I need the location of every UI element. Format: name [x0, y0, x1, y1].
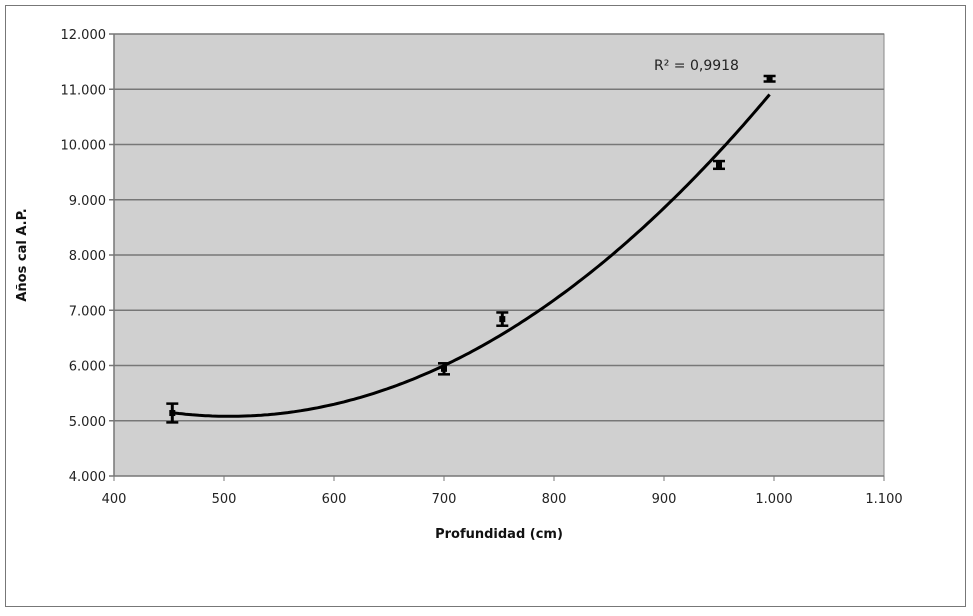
y-tick-label: 7.000 — [69, 304, 106, 319]
y-tick-label: 11.000 — [61, 83, 107, 98]
data-point — [438, 362, 450, 376]
y-tick-label: 10.000 — [61, 139, 107, 154]
y-tick-label: 12.000 — [61, 28, 107, 43]
x-tick-label: 1.100 — [865, 492, 902, 507]
x-tick-label: 900 — [652, 492, 677, 507]
data-point — [166, 402, 179, 424]
point-marker — [441, 365, 447, 372]
chart-frame — [5, 5, 966, 607]
point-marker — [169, 410, 176, 417]
point-marker — [499, 316, 506, 323]
r2-label: R² = 0,9918 — [654, 58, 739, 74]
y-tick-label: 4.000 — [69, 470, 106, 485]
x-tick-label: 800 — [542, 492, 567, 507]
y-tick-label: 6.000 — [69, 360, 106, 375]
x-tick-label: 700 — [432, 492, 457, 507]
data-point — [496, 311, 509, 327]
trendline — [172, 93, 771, 418]
x-axis-label: Profundidad (cm) — [435, 527, 563, 542]
x-tick-label: 1.000 — [755, 492, 792, 507]
y-tick-label: 5.000 — [69, 415, 106, 430]
x-tick-label: 400 — [102, 492, 127, 507]
y-axis-label: Años cal A.P. — [15, 208, 30, 301]
x-tick-label: 600 — [322, 492, 347, 507]
data-point — [713, 159, 725, 171]
y-tick-label: 9.000 — [69, 194, 106, 209]
data-point — [763, 74, 776, 83]
y-tick-label: 8.000 — [69, 249, 106, 264]
point-marker — [766, 75, 773, 82]
x-tick-label: 500 — [212, 492, 237, 507]
point-marker — [716, 161, 722, 168]
